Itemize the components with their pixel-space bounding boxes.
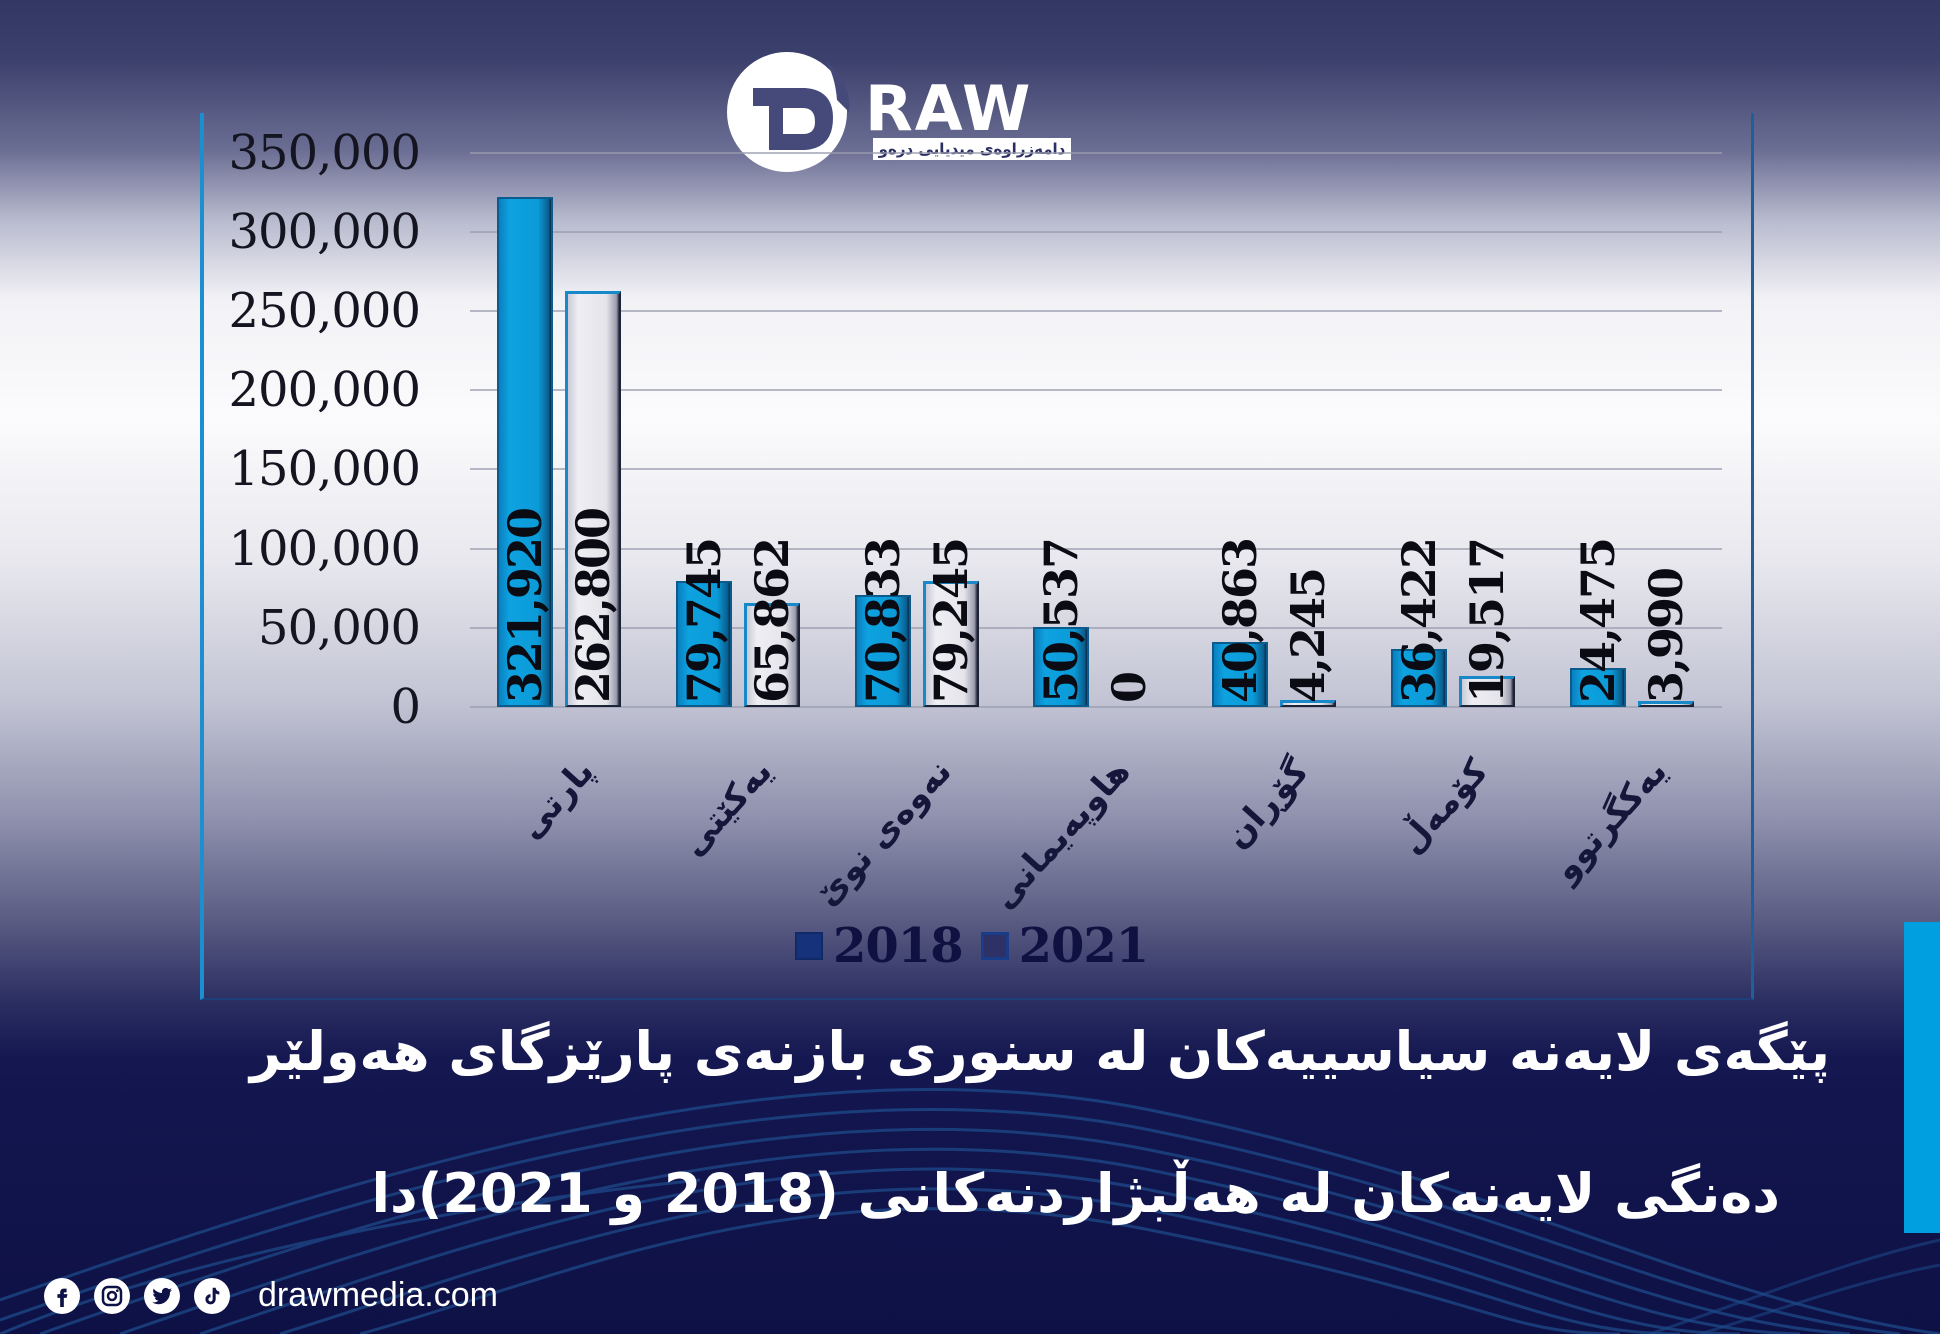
data-label-2018: 79,745 <box>676 538 731 703</box>
bar-2021 <box>1459 676 1515 707</box>
bar-2018 <box>675 580 732 707</box>
data-label-2021: 0 <box>1102 672 1157 703</box>
headline-title: پێگەی لایەنە سیاسییەکان لە سنوری بازنەی … <box>249 1020 1831 1083</box>
bar-2018 <box>497 197 553 707</box>
gridline <box>470 468 1722 471</box>
legend-swatch-2018 <box>795 932 823 960</box>
bar-2021 <box>565 290 621 707</box>
data-label-2018: 321,920 <box>498 508 552 703</box>
y-axis-tick-label: 50,000 <box>258 599 421 656</box>
data-label-2021: 4,245 <box>1281 568 1336 703</box>
legend-swatch-2021 <box>980 932 1009 960</box>
subtitle: دەنگی لایەنەکان لە هەڵبژاردنەکانی (2018 … <box>371 1162 1781 1225</box>
gridline <box>470 547 1722 550</box>
footer: drawmedia.com <box>44 1276 498 1315</box>
chart-frame <box>200 113 1754 1000</box>
logo-wordmark: RAW <box>865 72 1033 145</box>
bar-2018 <box>1569 668 1626 707</box>
legend-label-2021: 2021 <box>1018 918 1150 974</box>
bar-2018 <box>1212 642 1269 707</box>
data-label-2021: 262,800 <box>566 508 620 703</box>
twitter-icon[interactable] <box>144 1277 180 1314</box>
chart-legend: 2018 2021 <box>795 918 1150 974</box>
data-label-2018: 24,475 <box>1570 538 1625 703</box>
bar-2018 <box>854 594 911 707</box>
data-label-2021: 79,245 <box>923 538 978 703</box>
gridline <box>470 151 1722 154</box>
bar-2021 <box>743 602 800 707</box>
y-axis-tick-label: 150,000 <box>228 441 422 498</box>
data-label-2018: 40,863 <box>1213 538 1268 703</box>
legend-item-2021: 2021 <box>980 918 1150 974</box>
accent-bar <box>1904 922 1940 1233</box>
data-label-2018: 70,833 <box>855 538 910 703</box>
bar-2018 <box>1391 649 1447 707</box>
y-axis-tick-label: 100,000 <box>228 520 422 577</box>
instagram-icon[interactable] <box>94 1277 130 1314</box>
gridline <box>470 230 1722 233</box>
gridline <box>470 706 1722 708</box>
legend-item-2018: 2018 <box>795 918 964 974</box>
bar-2021 <box>1280 700 1337 707</box>
y-axis-tick-label: 300,000 <box>228 203 422 260</box>
tiktok-icon[interactable] <box>194 1277 230 1314</box>
data-label-2018: 50,537 <box>1034 538 1089 703</box>
data-label-2021: 19,517 <box>1460 538 1514 703</box>
gridline <box>470 389 1722 392</box>
gridline <box>470 626 1722 629</box>
draw-d-icon <box>727 52 850 172</box>
y-axis-tick-label: 350,000 <box>228 124 422 181</box>
gridline <box>470 310 1722 312</box>
y-axis-tick-label: 250,000 <box>228 283 422 339</box>
bar-2021 <box>922 581 979 707</box>
website-link[interactable]: drawmedia.com <box>258 1276 498 1314</box>
bar-2021 <box>1637 700 1694 707</box>
data-label-2018: 36,422 <box>1392 538 1446 703</box>
y-axis-tick-label: 0 <box>390 679 421 735</box>
bar-2018 <box>1033 626 1090 707</box>
legend-label-2018: 2018 <box>833 918 964 974</box>
facebook-icon[interactable] <box>44 1277 80 1314</box>
data-label-2021: 3,990 <box>1638 568 1693 703</box>
data-label-2021: 65,862 <box>744 538 799 703</box>
y-axis-tick-label: 200,000 <box>228 362 422 419</box>
